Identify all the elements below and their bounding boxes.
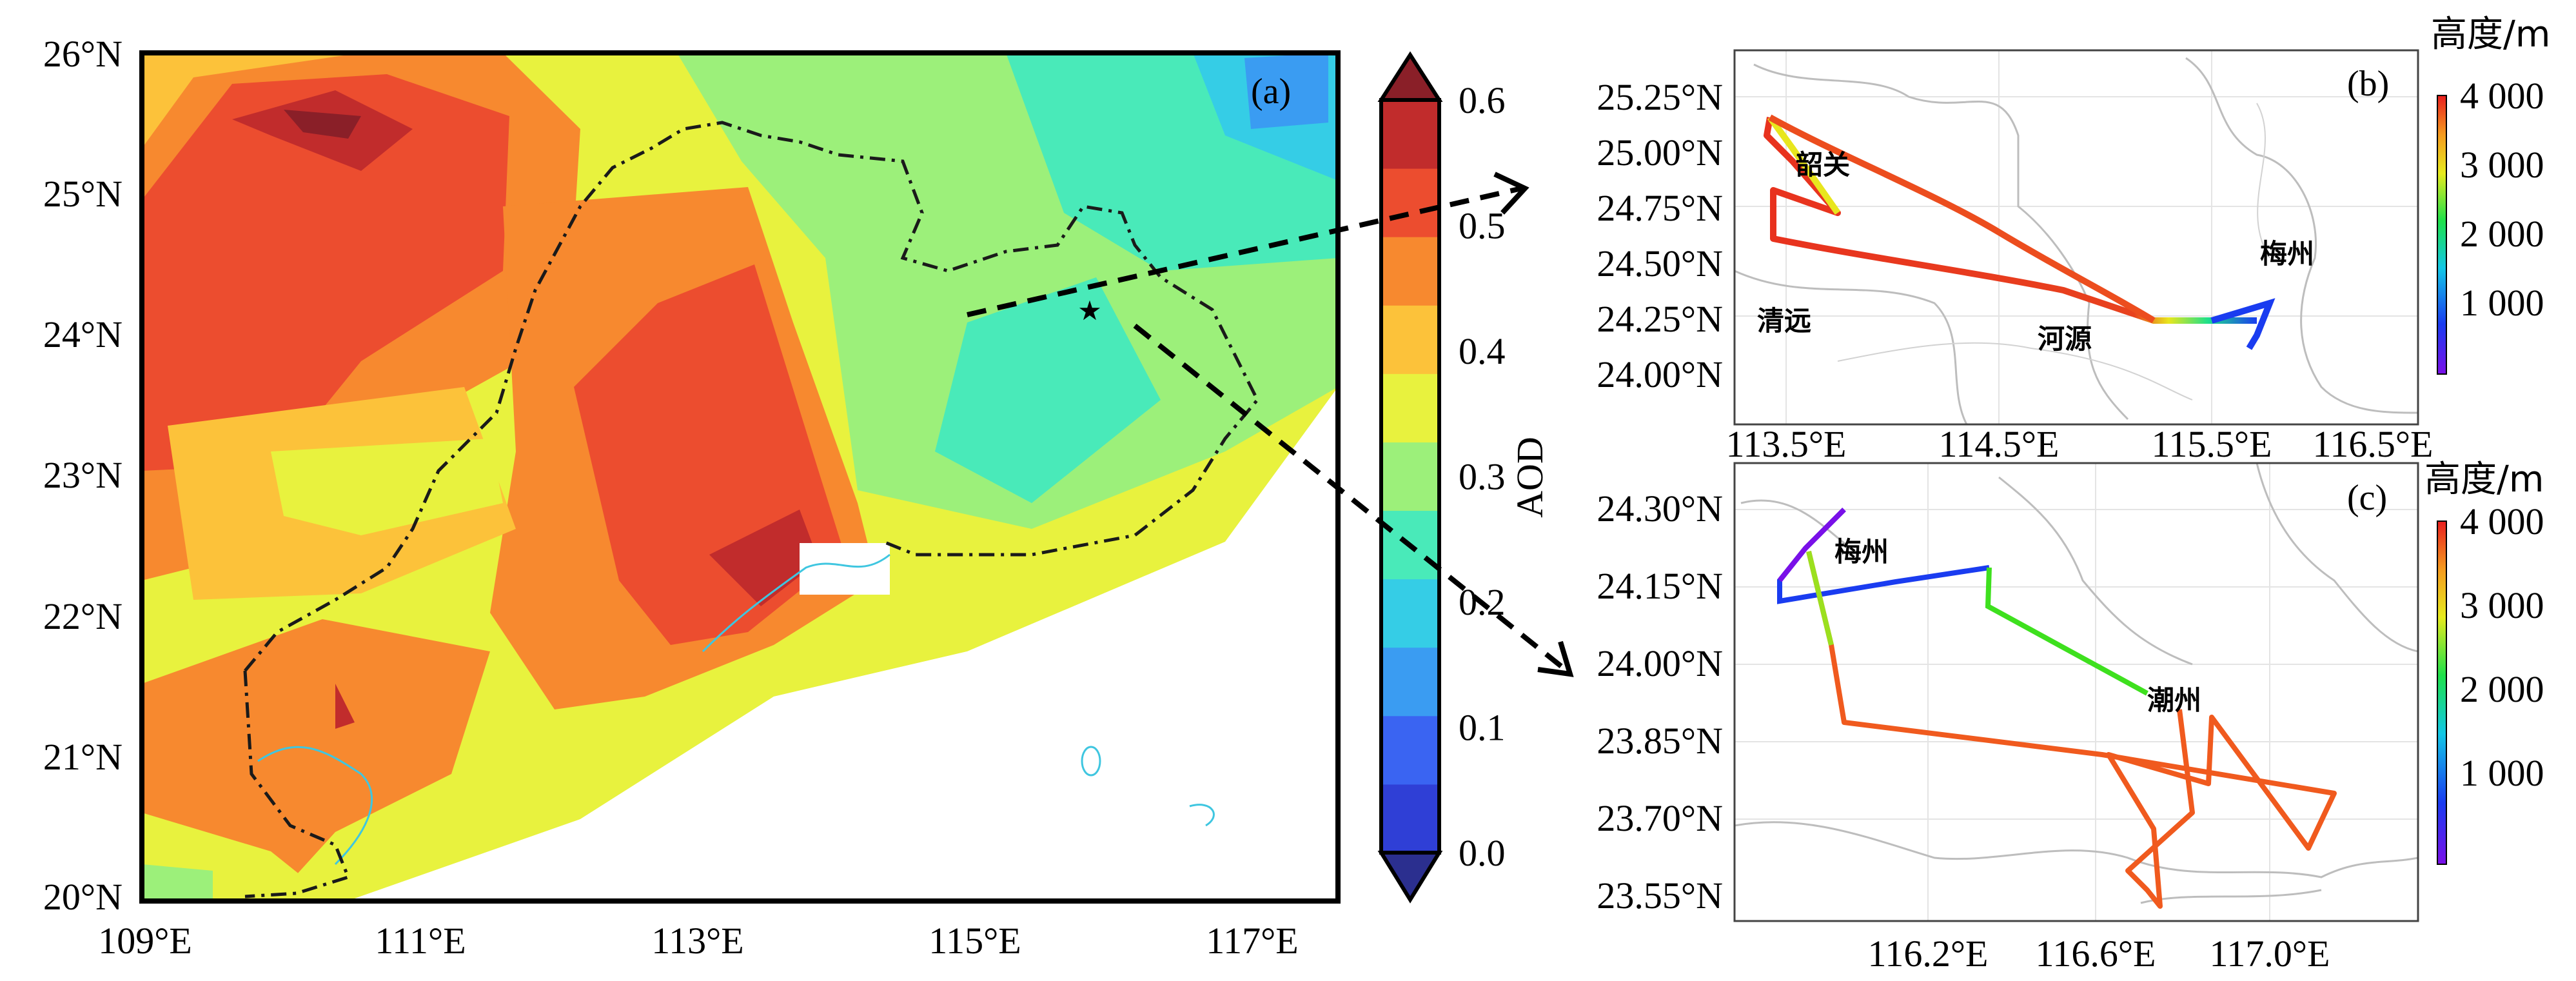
aod-colorbar-title: AOD — [1509, 437, 1551, 518]
panel-c-altitude-colorbar: 高度/m 4 000 3 000 2 000 1 000 — [2424, 459, 2544, 865]
panel-a-frame — [139, 50, 1341, 904]
y-tick: 24.30°N — [1597, 488, 1723, 530]
y-tick: 24°N — [43, 313, 123, 355]
y-tick: 21°N — [43, 736, 123, 778]
cbar-tick: 3 000 — [2460, 144, 2544, 186]
place-label: 清远 — [1757, 305, 1811, 337]
colorbar-tick: 0.5 — [1459, 205, 1506, 247]
colorbar-tick: 0.6 — [1459, 79, 1506, 121]
star-icon: ★ — [1077, 297, 1102, 326]
x-tick: 113°E — [651, 920, 743, 962]
y-tick: 23.55°N — [1597, 875, 1723, 917]
y-tick: 23.85°N — [1597, 720, 1723, 762]
cbar-tick: 1 000 — [2460, 752, 2544, 794]
panel-c-map: 梅州 潮州 (c) 24.30°N 24.15°N 24.00°N 23.85°… — [1597, 462, 2419, 975]
x-tick: 116.5°E — [2313, 423, 2433, 465]
panel-b-map: 韶关 梅州 清远 河源 (b) 25.25°N 25.00°N 24.75°N … — [1597, 49, 2433, 465]
panel-a-map: ★ (a) 26°N 25°N 24°N 23°N 22°N 21°N 20°N… — [43, 33, 1341, 962]
x-tick: 113.5°E — [1726, 423, 1847, 465]
colorbar-block — [1381, 784, 1439, 853]
colorbar-block — [1381, 237, 1439, 306]
y-tick: 25.25°N — [1597, 76, 1723, 118]
place-label: 韶关 — [1796, 149, 1850, 181]
y-tick: 24.25°N — [1597, 298, 1723, 340]
x-tick: 109°E — [98, 920, 192, 962]
y-tick: 23.70°N — [1597, 797, 1723, 839]
colorbar-block — [1381, 715, 1439, 785]
y-tick: 24.00°N — [1597, 353, 1723, 395]
aod-colorbar: 0.00.10.20.30.40.50.6 AOD — [1377, 51, 1551, 904]
panel-a-label: (a) — [1251, 72, 1291, 112]
y-tick: 24.00°N — [1597, 642, 1723, 684]
x-tick: 115.5°E — [2152, 423, 2272, 465]
cbar-tick: 4 000 — [2460, 75, 2544, 117]
y-tick: 20°N — [43, 876, 123, 918]
y-tick: 24.50°N — [1597, 243, 1723, 284]
cbar-tick: 3 000 — [2460, 584, 2544, 626]
y-tick: 25°N — [43, 173, 123, 215]
panel-c-x-axis: 116.2°E 116.6°E 117.0°E — [1868, 933, 2330, 975]
colorbar-block — [1381, 100, 1439, 169]
colorbar-block — [1381, 373, 1439, 442]
panel-a-x-axis: 109°E 111°E 113°E 115°E 117°E — [98, 920, 1299, 962]
colorbar-block — [1381, 305, 1439, 374]
panel-c-label: (c) — [2347, 478, 2387, 518]
y-tick: 24.15°N — [1597, 565, 1723, 607]
place-label: 梅州 — [2260, 238, 2314, 270]
aod-contour-field: ★ — [142, 53, 1338, 901]
x-tick: 111°E — [375, 920, 466, 962]
colorbar-tick: 0.0 — [1459, 832, 1506, 874]
colorbar-block — [1381, 442, 1439, 511]
cbar-tick: 1 000 — [2460, 282, 2544, 324]
altitude-colorbar-title: 高度/m — [2424, 459, 2544, 500]
y-tick: 25.00°N — [1597, 132, 1723, 173]
panel-b-label: (b) — [2347, 64, 2389, 104]
panel-b-x-axis: 113.5°E 114.5°E 115.5°E 116.5°E — [1726, 423, 2433, 465]
place-label: 潮州 — [2147, 684, 2201, 716]
y-tick: 23°N — [43, 454, 123, 496]
colorbar-block — [1381, 579, 1439, 648]
x-tick: 115°E — [929, 920, 1021, 962]
colorbar-tick: 0.1 — [1459, 707, 1506, 749]
colorbar-block — [1381, 168, 1439, 237]
colorbar-block — [1381, 647, 1439, 717]
y-tick: 24.75°N — [1597, 187, 1723, 229]
connector-arrows — [967, 172, 1574, 677]
y-tick: 22°N — [43, 595, 123, 637]
colorbar-tick: 0.3 — [1459, 456, 1506, 498]
place-label: 河源 — [2038, 323, 2092, 355]
panel-b-altitude-colorbar: 高度/m 4 000 3 000 2 000 1 000 — [2431, 14, 2550, 375]
panel-c-y-axis: 24.30°N 24.15°N 24.00°N 23.85°N 23.70°N … — [1597, 488, 1723, 917]
cbar-tick: 4 000 — [2460, 500, 2544, 542]
panel-b-y-axis: 25.25°N 25.00°N 24.75°N 24.50°N 24.25°N … — [1597, 76, 1723, 395]
x-tick: 116.2°E — [1868, 933, 1989, 975]
y-tick: 26°N — [43, 33, 123, 75]
x-tick: 114.5°E — [1939, 423, 2060, 465]
x-tick: 117.0°E — [2210, 933, 2330, 975]
place-label: 梅州 — [1834, 536, 1889, 568]
colorbar-tick: 0.4 — [1459, 330, 1506, 372]
cbar-tick: 2 000 — [2460, 668, 2544, 710]
cbar-tick: 2 000 — [2460, 213, 2544, 255]
x-tick: 117°E — [1206, 920, 1298, 962]
altitude-colorbar-title: 高度/m — [2431, 14, 2550, 55]
x-tick: 116.6°E — [2036, 933, 2156, 975]
panel-a-y-axis: 26°N 25°N 24°N 23°N 22°N 21°N 20°N — [43, 33, 123, 918]
